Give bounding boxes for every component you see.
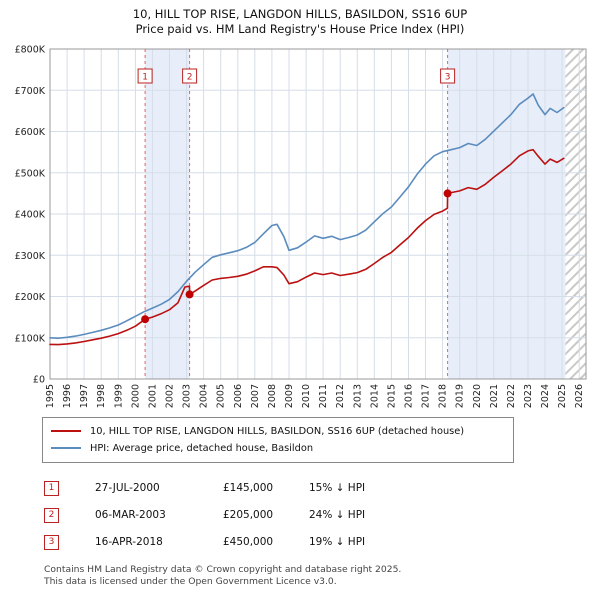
y-axis-tick-label: £700K [15,86,46,97]
chart-subtitle: Price paid vs. HM Land Registry's House … [135,21,465,36]
chart-legend: 10, HILL TOP RISE, LANGDON HILLS, BASILD… [42,416,514,463]
x-axis-tick-label: 2026 [574,384,585,408]
x-axis-tick-label: 2015 [386,384,397,408]
x-axis-tick-label: 2013 [352,384,363,408]
sale-number-badge: 3 [44,534,59,550]
sale-hpi-diff: 15% ↓ HPI [309,482,366,495]
sale-number-badge: 2 [44,507,59,523]
sale-point-marker [141,315,150,324]
x-axis-tick-label: 2004 [199,384,210,408]
sale-number-badge: 1 [44,480,59,496]
x-axis-tick-label: 2022 [506,384,517,408]
x-axis-tick-label: 2009 [284,384,295,408]
x-axis-tick-label: 2016 [404,384,415,408]
sales-table: 1 27-JUL-2000 £145,000 15% ↓ HPI 2 06-MAR-200… [44,475,600,556]
x-axis-tick-label: 2007 [250,384,261,408]
chart-header: 10, HILL TOP RISE, LANGDON HILLS, BASILD… [0,0,600,37]
x-axis-tick-label: 2011 [318,384,329,408]
sale-date: 06-MAR-2003 [95,509,166,522]
hpi-line [49,93,565,339]
sale-date: 27-JUL-2000 [95,482,160,495]
chart-title: 10, HILL TOP RISE, LANGDON HILLS, BASILD… [132,7,468,21]
sale-point-marker [443,189,452,198]
sale-number-box [440,68,456,84]
x-axis-tick-label: 2001 [147,384,158,408]
price-chart: £0 £100K £200K £300K £400K £500K £600K £700K £80… [15,44,587,408]
x-axis-tick-label: 2003 [182,384,193,408]
sale-hpi-diff: 19% ↓ HPI [309,536,366,549]
y-axis-tick-label: £500K [15,168,46,179]
x-axis-tick-label: 2017 [421,384,432,408]
x-axis-tick-label: 2008 [267,384,278,408]
x-axis-tick-label: 2021 [489,384,500,408]
y-axis-tick-label: £200K [15,292,46,303]
x-axis-tick-label: 2005 [216,384,227,408]
sale-point-marker [185,290,194,299]
sale-number-box-label: 2 [187,72,193,82]
y-axis-tick-label: £100K [15,333,46,344]
x-axis-tick-label: 2025 [557,384,568,408]
y-axis-tick-label: £800K [15,44,46,55]
x-axis-tick-label: 2012 [335,384,346,408]
plot-border [49,48,587,380]
x-axis-tick-label: 2020 [472,384,483,408]
sale-number-box-label: 1 [142,72,148,82]
x-axis-tick-label: 2018 [438,384,449,408]
sale-row: 1 27-JUL-2000 £145,000 15% ↓ HPI [44,475,600,502]
sale-date: 16-APR-2018 [95,536,163,549]
y-axis-tick-label: £0 [33,374,45,385]
sale-price: £450,000 [223,536,274,549]
x-axis-tick-label: 2019 [455,384,466,408]
x-axis-tick-label: 2000 [130,384,141,408]
hpi-line-swatch [51,447,81,450]
y-axis-tick-label: £300K [15,251,46,262]
x-axis-tick-label: 2014 [369,384,380,408]
sale-number-box [182,68,198,84]
x-axis-tick-label: 2023 [523,384,534,408]
footer-line-2: This data is licensed under the Open Gov… [44,575,337,587]
sale-number-box [137,68,153,84]
sale-price: £205,000 [223,509,274,522]
x-axis-tick-label: 1997 [79,384,90,408]
sale-row: 3 16-APR-2018 £450,000 19% ↓ HPI [44,529,600,556]
sale-hpi-diff: 24% ↓ HPI [309,509,366,522]
x-axis-tick-label: 1999 [113,384,124,408]
property-line-swatch [51,430,81,433]
x-axis-tick-label: 1996 [62,384,73,408]
y-axis-tick-label: £400K [15,209,46,220]
sale-row: 2 06-MAR-2003 £205,000 24% ↓ HPI [44,502,600,529]
license-footer: Contains HM Land Registry data © Crown c… [44,564,600,588]
sale-number-box-label: 3 [445,72,451,82]
legend-label-hpi: HPI: Average price, detached house, Basi… [90,442,314,454]
x-axis-tick-label: 2002 [165,384,176,408]
x-axis-tick-label: 2010 [301,384,312,408]
x-axis-tick-label: 1995 [45,384,56,408]
legend-row-property: 10, HILL TOP RISE, LANGDON HILLS, BASILD… [51,423,505,440]
legend-label-property: 10, HILL TOP RISE, LANGDON HILLS, BASILD… [90,425,465,437]
legend-row-hpi: HPI: Average price, detached house, Basi… [51,440,505,457]
y-axis-tick-label: £600K [15,127,46,138]
footer-line-1: Contains HM Land Registry data © Crown c… [44,563,402,575]
x-axis-tick-label: 2006 [233,384,244,408]
sale-price: £145,000 [223,482,274,495]
x-axis-tick-label: 1998 [96,384,107,408]
x-axis-tick-label: 2024 [540,384,551,408]
